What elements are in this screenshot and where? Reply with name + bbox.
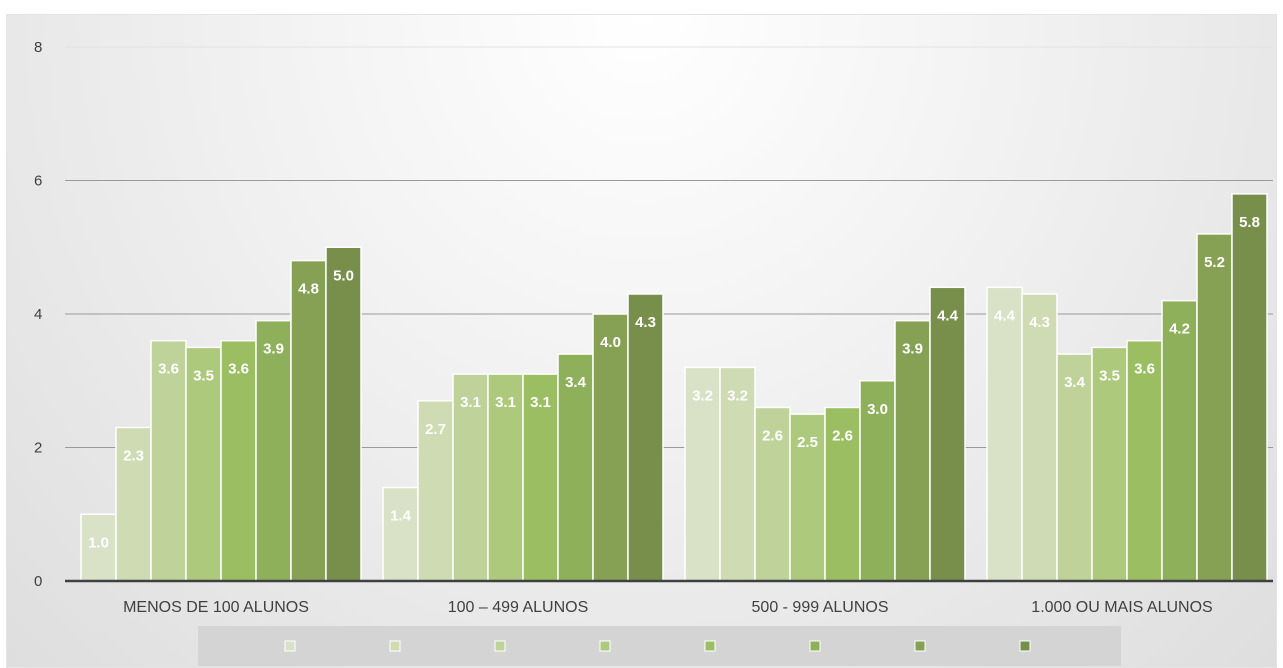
bar xyxy=(929,286,966,582)
data-labels: 1.0 2.3 3.6 3.5 3.6 3.9 4.8 5.0 1.4 2.7 3.1 3.1 3.1 3… xyxy=(88,214,1260,551)
data-label: 5.8 xyxy=(1239,214,1260,231)
data-label: 2.6 xyxy=(762,427,783,444)
data-label: 3.1 xyxy=(495,394,516,411)
bar xyxy=(220,339,257,582)
legend xyxy=(198,626,1121,666)
legend-marker xyxy=(599,640,611,652)
bar xyxy=(1021,293,1058,582)
data-label: 3.9 xyxy=(902,341,923,358)
data-label: 4.2 xyxy=(1169,321,1190,338)
data-label: 3.6 xyxy=(228,361,249,378)
bar xyxy=(1056,353,1093,582)
bar xyxy=(592,313,629,582)
bar xyxy=(382,486,419,582)
data-label: 2.5 xyxy=(797,434,818,451)
data-label: 3.4 xyxy=(565,374,587,391)
legend-entries xyxy=(284,640,1031,652)
bar xyxy=(1091,346,1128,582)
bar xyxy=(522,373,559,582)
legend-marker xyxy=(389,640,401,652)
x-tick-label: 500 - 999 ALUNOS xyxy=(752,599,889,616)
legend-marker xyxy=(809,640,821,652)
data-label: 4.3 xyxy=(1029,314,1050,331)
bar xyxy=(754,406,791,582)
legend-marker xyxy=(284,640,296,652)
bar xyxy=(894,319,931,582)
bar xyxy=(1231,193,1268,582)
x-tick-label: 100 – 499 ALUNOS xyxy=(448,599,589,616)
data-label: 4.3 xyxy=(635,314,656,331)
data-label: 3.6 xyxy=(1134,361,1155,378)
bar xyxy=(150,339,187,582)
x-tick-label: 1.000 OU MAIS ALUNOS xyxy=(1031,599,1212,616)
bar xyxy=(487,373,524,582)
data-label: 4.0 xyxy=(600,334,621,351)
bar xyxy=(1196,233,1233,582)
bars xyxy=(80,193,1268,582)
y-tick-label: 0 xyxy=(34,573,42,590)
data-label: 5.0 xyxy=(333,267,354,284)
data-label: 3.5 xyxy=(1099,367,1120,384)
data-label: 5.2 xyxy=(1204,254,1225,271)
bar xyxy=(1161,299,1198,582)
legend-marker xyxy=(494,640,506,652)
data-label: 3.4 xyxy=(1064,374,1086,391)
data-label: 3.5 xyxy=(193,367,214,384)
y-tick-label: 8 xyxy=(34,39,42,56)
data-label: 3.1 xyxy=(460,394,481,411)
y-tick-label: 4 xyxy=(34,306,42,323)
bar xyxy=(255,319,292,582)
data-label: 3.0 xyxy=(867,401,888,418)
data-label: 3.6 xyxy=(158,361,179,378)
data-label: 3.2 xyxy=(692,387,713,404)
bar xyxy=(1126,339,1163,582)
data-label: 2.3 xyxy=(123,447,144,464)
data-label: 3.2 xyxy=(727,387,748,404)
legend-marker xyxy=(914,640,926,652)
data-label: 1.4 xyxy=(390,508,412,525)
bar xyxy=(627,293,664,582)
axes: 0 2 4 6 8 MENOS DE 100 ALUNOS 100 – 499 ALUNOS… xyxy=(34,39,1273,616)
data-label: 2.7 xyxy=(425,421,446,438)
data-label: 4.4 xyxy=(994,307,1016,324)
data-label: 3.1 xyxy=(530,394,551,411)
y-tick-label: 6 xyxy=(34,173,42,190)
x-tick-label: MENOS DE 100 ALUNOS xyxy=(123,599,309,616)
data-label: 2.6 xyxy=(832,427,853,444)
bar xyxy=(557,353,594,582)
data-label: 4.8 xyxy=(298,281,319,298)
bar xyxy=(684,366,721,582)
data-label: 4.4 xyxy=(937,307,959,324)
bar xyxy=(325,246,362,582)
bar xyxy=(290,259,327,582)
y-tick-label: 2 xyxy=(34,440,42,457)
data-label: 1.0 xyxy=(88,534,109,551)
bar xyxy=(986,286,1023,582)
legend-marker xyxy=(1019,640,1031,652)
data-label: 3.9 xyxy=(263,341,284,358)
bar xyxy=(115,426,152,582)
legend-marker xyxy=(704,640,716,652)
